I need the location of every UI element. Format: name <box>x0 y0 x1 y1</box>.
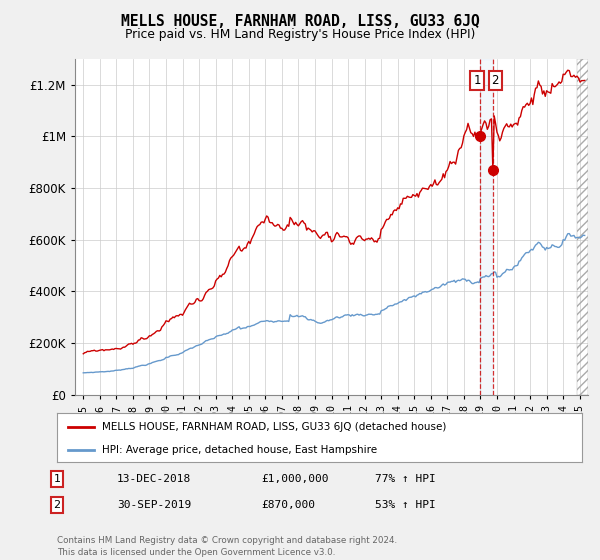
Text: 77% ↑ HPI: 77% ↑ HPI <box>375 474 436 484</box>
Bar <box>479 59 493 395</box>
Text: HPI: Average price, detached house, East Hampshire: HPI: Average price, detached house, East… <box>101 445 377 455</box>
Text: MELLS HOUSE, FARNHAM ROAD, LISS, GU33 6JQ: MELLS HOUSE, FARNHAM ROAD, LISS, GU33 6J… <box>121 14 479 29</box>
Text: 2: 2 <box>491 74 499 87</box>
Text: 13-DEC-2018: 13-DEC-2018 <box>117 474 191 484</box>
Text: 1: 1 <box>53 474 61 484</box>
Text: 30-SEP-2019: 30-SEP-2019 <box>117 500 191 510</box>
Text: Price paid vs. HM Land Registry's House Price Index (HPI): Price paid vs. HM Land Registry's House … <box>125 28 475 41</box>
Text: £1,000,000: £1,000,000 <box>261 474 329 484</box>
Text: 2: 2 <box>53 500 61 510</box>
Text: MELLS HOUSE, FARNHAM ROAD, LISS, GU33 6JQ (detached house): MELLS HOUSE, FARNHAM ROAD, LISS, GU33 6J… <box>101 422 446 432</box>
Text: 53% ↑ HPI: 53% ↑ HPI <box>375 500 436 510</box>
Text: 1: 1 <box>473 74 481 87</box>
Text: Contains HM Land Registry data © Crown copyright and database right 2024.
This d: Contains HM Land Registry data © Crown c… <box>57 536 397 557</box>
Text: £870,000: £870,000 <box>261 500 315 510</box>
